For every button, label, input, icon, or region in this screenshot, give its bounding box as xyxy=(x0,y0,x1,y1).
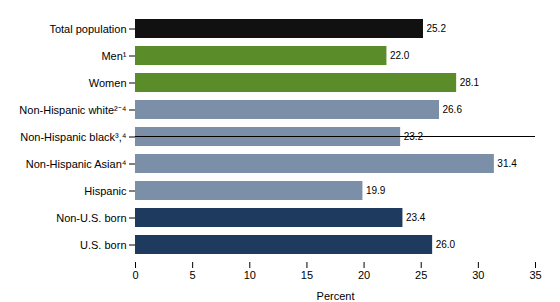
svg-text:Hispanic: Hispanic xyxy=(84,185,127,197)
svg-text:Total population: Total population xyxy=(49,23,126,35)
svg-text:Non-U.S. born: Non-U.S. born xyxy=(56,212,126,224)
svg-text:Men¹: Men¹ xyxy=(101,50,126,62)
svg-text:Non-Hispanic black³,⁴: Non-Hispanic black³,⁴ xyxy=(20,131,126,143)
svg-text:Non-Hispanic Asian⁴: Non-Hispanic Asian⁴ xyxy=(26,158,127,170)
svg-text:20: 20 xyxy=(358,269,370,281)
svg-text:23.2: 23.2 xyxy=(403,131,424,143)
svg-text:25.2: 25.2 xyxy=(427,23,447,34)
svg-text:28.1: 28.1 xyxy=(460,77,480,88)
svg-text:26.6: 26.6 xyxy=(443,104,463,115)
svg-text:10: 10 xyxy=(244,269,256,281)
svg-text:5: 5 xyxy=(190,269,196,281)
svg-text:26.0: 26.0 xyxy=(436,239,456,250)
svg-text:31.4: 31.4 xyxy=(497,158,517,169)
svg-text:0: 0 xyxy=(132,269,138,281)
svg-text:15: 15 xyxy=(301,269,313,281)
svg-text:23.4: 23.4 xyxy=(406,212,426,223)
svg-text:Non-Hispanic white²⁻⁴: Non-Hispanic white²⁻⁴ xyxy=(19,104,126,116)
svg-text:22.0: 22.0 xyxy=(390,50,410,61)
svg-text:19.9: 19.9 xyxy=(366,185,386,196)
svg-text:Women: Women xyxy=(89,77,127,89)
svg-text:35: 35 xyxy=(529,269,541,281)
svg-text:Percent: Percent xyxy=(317,290,355,302)
svg-text:30: 30 xyxy=(472,269,484,281)
svg-text:25: 25 xyxy=(415,269,427,281)
svg-text:U.S. born: U.S. born xyxy=(80,239,126,251)
